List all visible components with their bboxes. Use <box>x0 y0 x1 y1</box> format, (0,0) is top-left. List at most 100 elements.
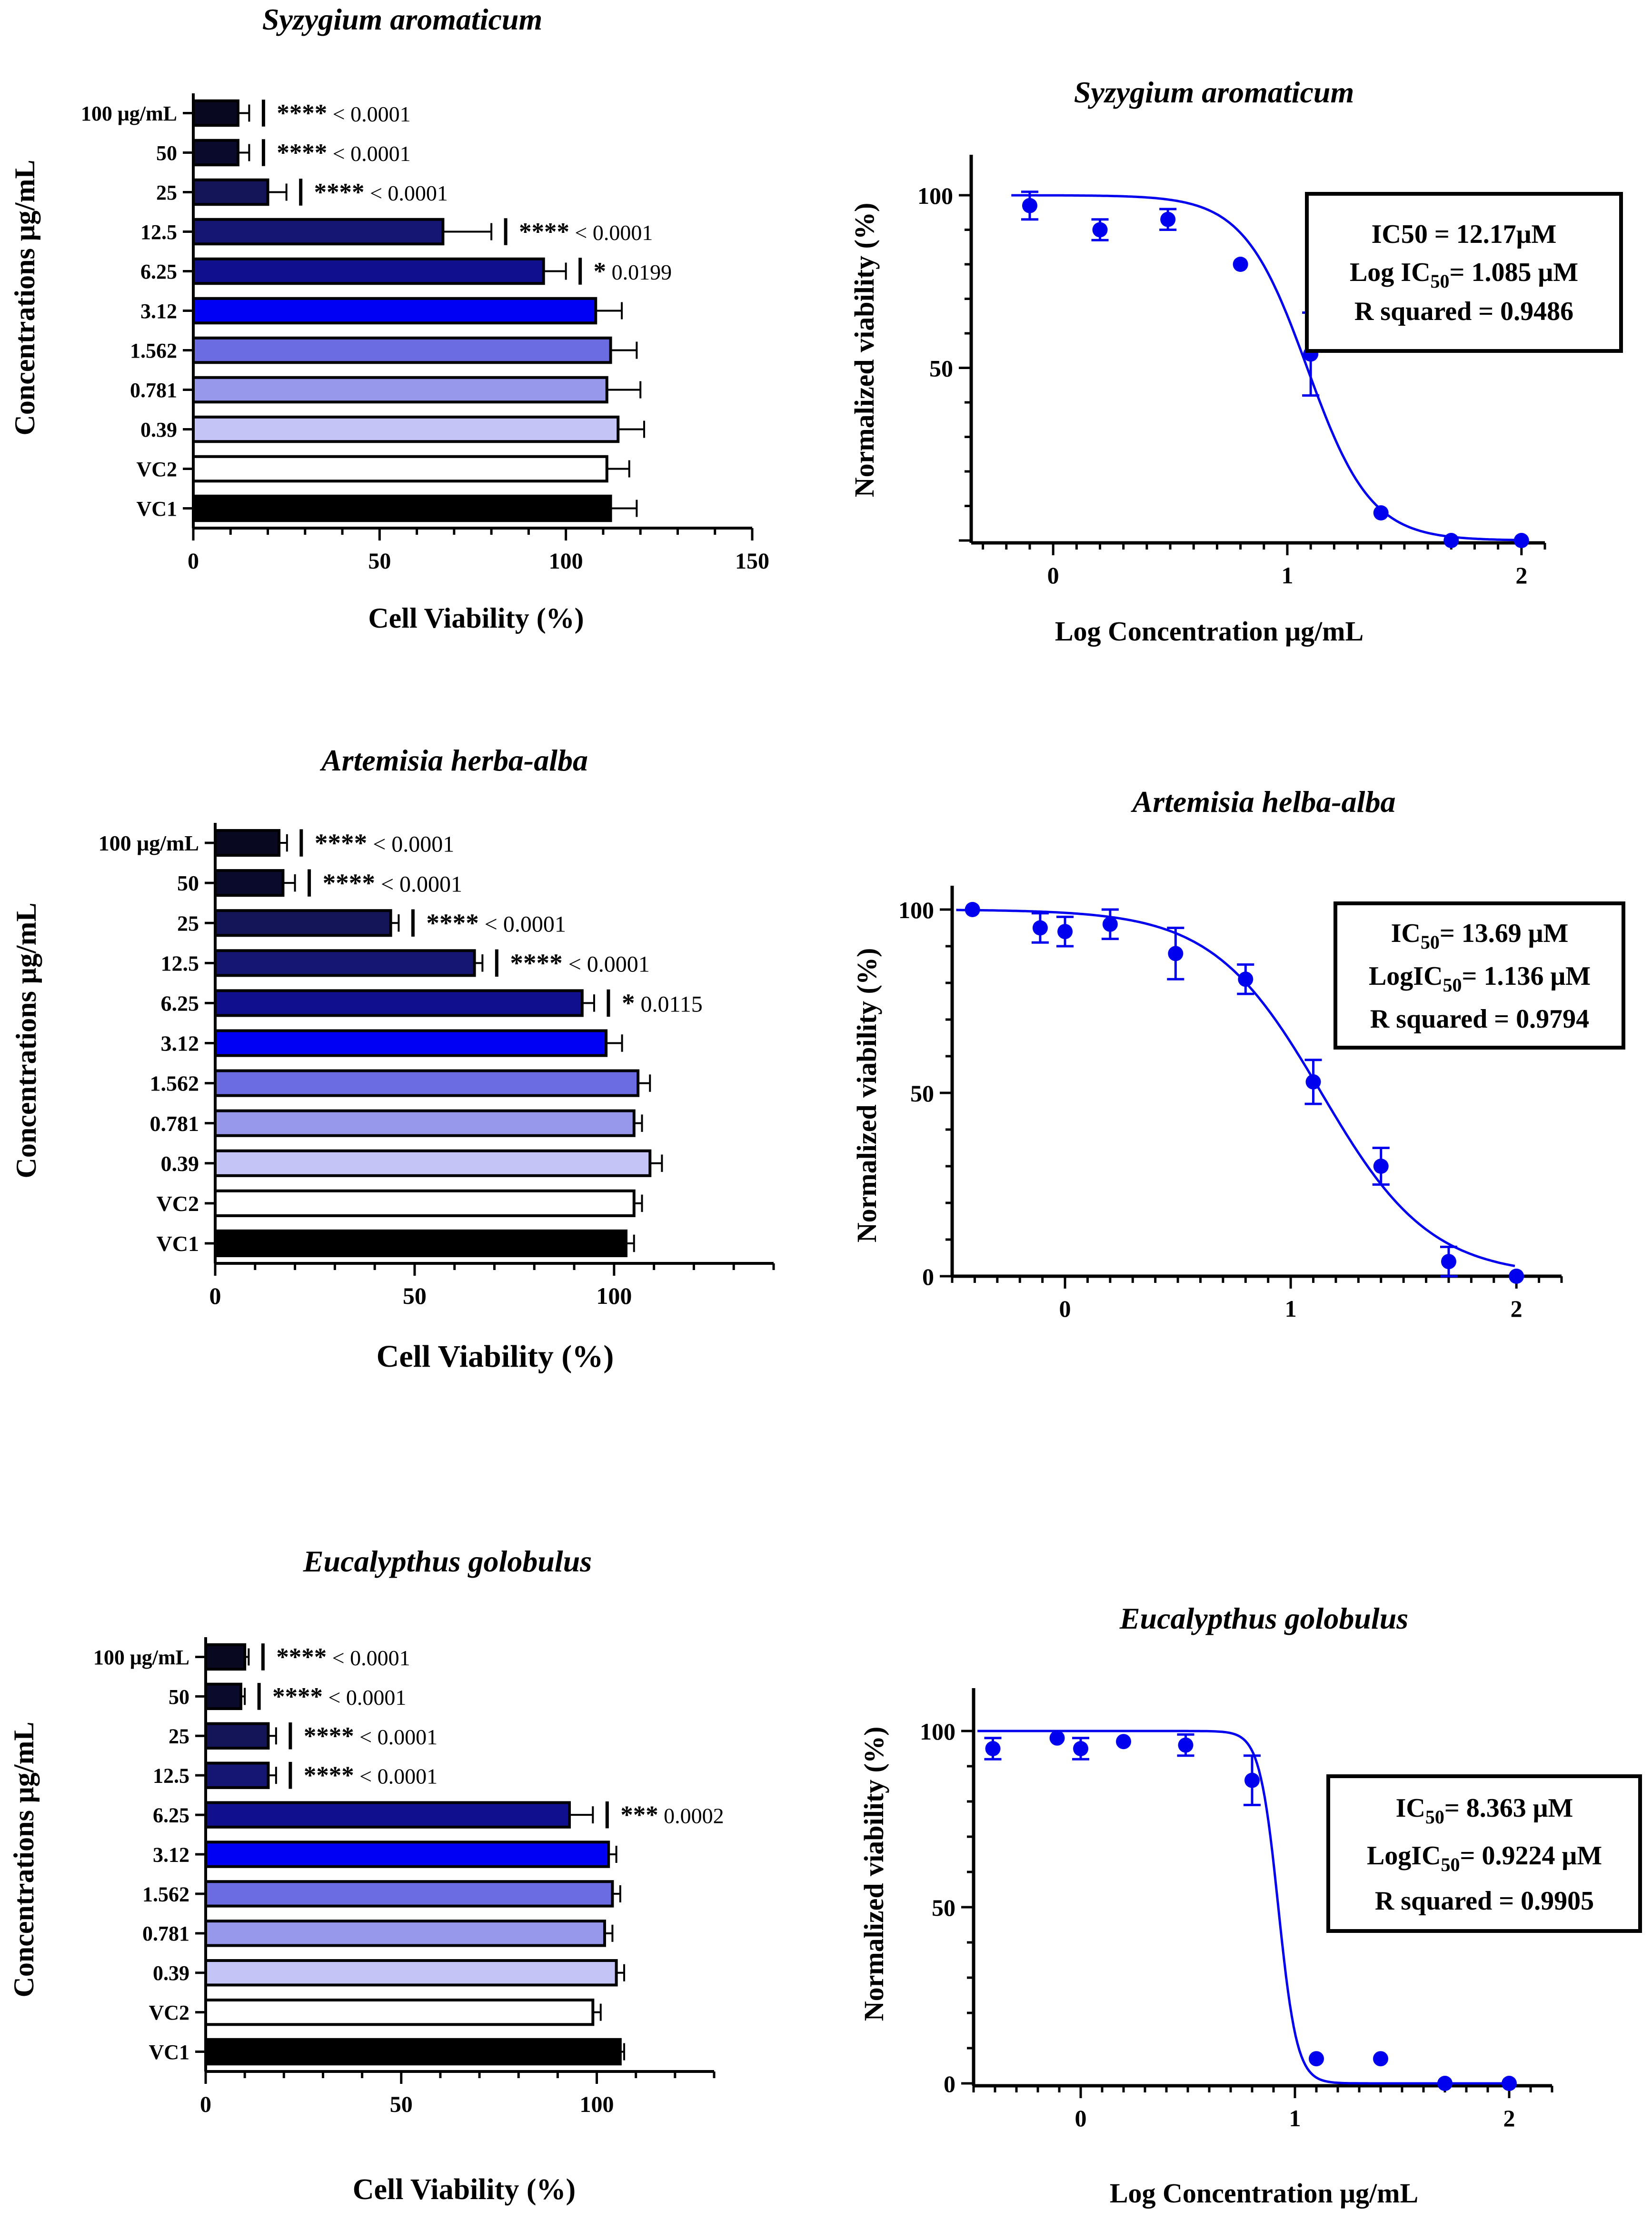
stats-r-squared: R squared = 0.9486 <box>1354 297 1573 326</box>
category-label: 6.25 <box>161 991 199 1016</box>
chart-title: Eucalypthus golobulus <box>1119 1601 1408 1635</box>
x-axis-label: Cell Viability (%) <box>377 1339 614 1374</box>
category-label: 25 <box>156 181 177 204</box>
data-point <box>1049 1730 1065 1746</box>
p-value: 0.0002 <box>658 1804 724 1828</box>
bar <box>192 494 612 522</box>
data-point <box>1168 946 1184 961</box>
category-label: VC2 <box>136 458 177 481</box>
significance-label: **** < 0.0001 <box>510 949 649 978</box>
x-tick-label: 2 <box>1511 1295 1523 1322</box>
significance-stars: **** <box>304 1762 354 1790</box>
bar <box>204 1880 614 1908</box>
significance-stars: **** <box>519 218 569 246</box>
bar <box>204 2038 622 2066</box>
bar <box>204 1761 270 1789</box>
category-label: 0.39 <box>140 418 177 441</box>
data-point <box>965 902 980 917</box>
fit-curve <box>977 1730 1508 2085</box>
category-label: VC2 <box>149 2001 189 2024</box>
category-label: 12.5 <box>140 220 177 244</box>
data-point <box>1373 505 1389 520</box>
stats-line-2: LogIC50= 1.136 μM <box>1369 961 1591 996</box>
x-tick-label: 0 <box>209 1282 221 1309</box>
significance-stars: **** <box>276 1643 327 1671</box>
x-tick-label: 100 <box>549 549 583 574</box>
dose-response-eucalyptus: Eucalypthus golobulus 0 50 100 0 1 2 Log Conc… <box>858 1601 1642 2209</box>
category-label: 3.12 <box>140 300 177 323</box>
stats-subscript: 50 <box>1441 1854 1460 1875</box>
category-label: 0.39 <box>161 1151 199 1176</box>
y-axis-label: Concentrations μg/mL <box>9 160 40 436</box>
bar <box>192 178 269 206</box>
bar <box>204 1920 606 1947</box>
p-value: 0.0115 <box>635 992 703 1017</box>
bar <box>214 949 476 977</box>
p-value: < 0.0001 <box>327 141 410 166</box>
p-value: < 0.0001 <box>364 181 448 205</box>
x-tick-label: 1 <box>1285 1295 1297 1322</box>
category-label: 100 μg/mL <box>93 1646 189 1669</box>
bar <box>204 1841 610 1868</box>
significance-stars: **** <box>315 828 367 857</box>
x-axis-label: Log Concentration μg/mL <box>1110 2178 1418 2209</box>
p-value: < 0.0001 <box>367 831 454 857</box>
x-tick-label: 100 <box>580 2092 614 2117</box>
data-point <box>1102 916 1118 932</box>
bar <box>192 376 608 404</box>
y-tick-label: 50 <box>910 1080 934 1107</box>
stats-subscript: 50 <box>1443 974 1462 996</box>
significance-label: **** < 0.0001 <box>277 139 410 167</box>
stats-logic-value: = 1.085 μM <box>1450 258 1579 287</box>
data-point <box>1244 1772 1260 1788</box>
stats-logic-label: Log IC <box>1350 258 1431 287</box>
significance-label: * 0.0199 <box>594 258 672 285</box>
y-tick-label: 0 <box>922 1263 934 1290</box>
y-axis-label: Normalized viability (%) <box>858 1727 889 2021</box>
bar <box>204 1959 618 1987</box>
category-label: VC1 <box>157 1231 199 1256</box>
significance-label: **** < 0.0001 <box>519 218 653 246</box>
significance-stars: **** <box>510 949 562 978</box>
chart-title: Artemisia herba-alba <box>319 743 588 777</box>
category-label: 100 μg/mL <box>81 102 177 125</box>
y-tick-label: 100 <box>917 182 953 209</box>
data-point <box>1057 924 1073 940</box>
bar <box>192 139 239 167</box>
data-point <box>1305 1074 1321 1090</box>
bar <box>192 99 239 127</box>
fit-curve <box>956 909 1515 1267</box>
bar <box>204 1998 595 2026</box>
p-value: < 0.0001 <box>327 1646 410 1670</box>
significance-stars: **** <box>304 1722 354 1750</box>
data-point <box>1441 1254 1456 1270</box>
significance-stars: **** <box>314 179 365 206</box>
stats-ic-value: = 8.363 μM <box>1444 1793 1573 1823</box>
bar-chart-artemisia: Artemisia herba-alba 0 50 100 VC1 VC2 0.39 0.7… <box>10 743 775 1374</box>
stats-line-1: IC50= 8.363 μM <box>1396 1793 1573 1828</box>
y-tick-label: 50 <box>929 355 953 382</box>
plot-area: 50 100 0 1 2 <box>917 155 1546 589</box>
stats-box <box>1326 1774 1642 1933</box>
bar <box>214 1029 608 1057</box>
plot-area: 0 50 100 VC1 VC2 0.39 0.781 1.562 3.12 6.25 12.5 25… <box>99 823 775 1309</box>
significance-label: * 0.0115 <box>622 989 703 1018</box>
bar <box>204 1643 247 1671</box>
x-tick-label: 2 <box>1503 2105 1515 2131</box>
bar-chart-syzygium: Syzygium aromaticum 0 50 100 150VC1VC20.390… <box>9 2 769 634</box>
bar <box>214 1149 652 1177</box>
stats-ic-label: IC <box>1396 1793 1425 1823</box>
p-value: 0.0199 <box>606 260 672 284</box>
stats-line-1: IC50= 13.69 μM <box>1391 919 1569 953</box>
stats-subscript: 50 <box>1431 270 1450 292</box>
significance-stars: * <box>594 258 606 285</box>
stats-r-squared: R squared = 0.9905 <box>1375 1886 1594 1916</box>
p-value: < 0.0001 <box>479 911 566 937</box>
data-point <box>1513 533 1529 548</box>
stats-logic-value: = 0.9224 μM <box>1460 1841 1602 1871</box>
y-axis-label: Concentrations μg/mL <box>10 903 42 1179</box>
stats-ic-label: IC <box>1391 919 1421 948</box>
bar <box>214 829 281 857</box>
x-tick-label: 0 <box>1047 562 1059 589</box>
x-tick-label: 0 <box>200 2092 211 2117</box>
